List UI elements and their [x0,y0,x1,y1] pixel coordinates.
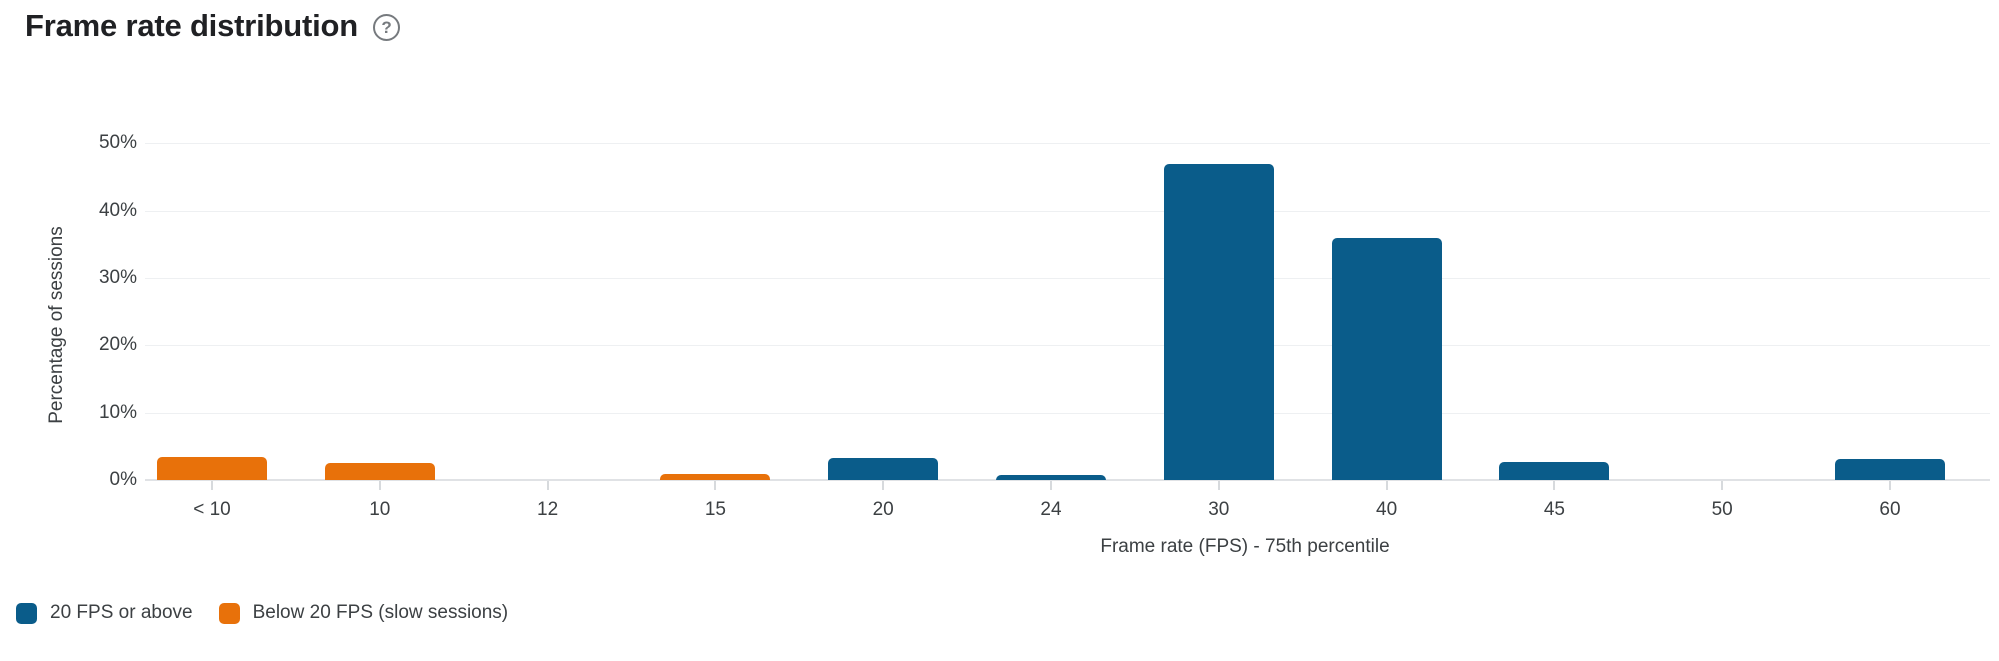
gridline-20 [145,345,1990,347]
x-tick [211,481,213,490]
x-tick-label: 45 [1543,499,1565,520]
bar-40[interactable] [1331,238,1442,480]
x-tick [1553,481,1556,490]
y-tick-label: 20% [98,334,137,356]
y-tick-label: 50% [98,132,137,154]
gridline-30 [145,278,1990,279]
bar-10[interactable] [324,463,435,480]
bar-20[interactable] [828,458,939,480]
bar-60[interactable] [1835,459,1945,480]
page-title: Frame rate distribution [25,8,359,43]
gridline-10 [145,412,1990,414]
x-axis-title: Frame rate (FPS) - 75th percentile [1100,536,1390,557]
x-tick-label: 10 [369,499,391,520]
x-tick [1889,481,1891,490]
y-tick-label: 10% [98,401,137,423]
bar-45[interactable] [1499,462,1610,480]
y-tick-label: 40% [98,199,137,221]
x-tick [378,481,381,490]
x-tick-label: 15 [704,499,726,520]
x-tick [882,481,885,490]
x-tick [1050,481,1052,490]
bar-30[interactable] [1163,164,1274,480]
x-tick [714,481,717,490]
gridline-50 [145,143,1990,145]
bar-15[interactable] [660,474,771,480]
legend-label: Below 20 FPS (slow sessions) [252,602,509,623]
x-tick-label: 40 [1376,499,1398,520]
legend-item-above-20fps: 20 FPS or above [16,602,193,624]
x-tick-label: 20 [872,499,894,520]
y-tick-label: 30% [98,267,137,288]
x-tick-label: 12 [537,499,559,520]
legend: 20 FPS or above Below 20 FPS (slow sessi… [16,602,508,624]
y-axis-title: Percentage of sessions [46,226,67,424]
x-tick [1721,481,1724,490]
y-tick-label: 0% [109,469,137,490]
help-icon[interactable]: ? [373,14,401,41]
gridline-40 [145,210,1990,212]
x-tick-label: 60 [1879,499,1901,520]
x-tick [1217,481,1220,490]
legend-swatch-orange [218,602,240,624]
x-tick-label: < 10 [193,499,231,520]
chart-header: Frame rate distribution ? [25,8,401,44]
x-axis-line [145,479,1990,481]
x-tick-label: 50 [1711,499,1733,520]
x-tick [1385,481,1388,490]
bar-24[interactable] [996,475,1106,480]
x-tick-label: 24 [1040,499,1062,520]
legend-label: 20 FPS or above [50,602,193,623]
bar-<10[interactable] [157,457,267,480]
x-tick [546,481,549,490]
x-tick-label: 30 [1208,499,1230,520]
legend-swatch-blue [16,602,37,624]
legend-item-below-20fps: Below 20 FPS (slow sessions) [218,602,509,624]
